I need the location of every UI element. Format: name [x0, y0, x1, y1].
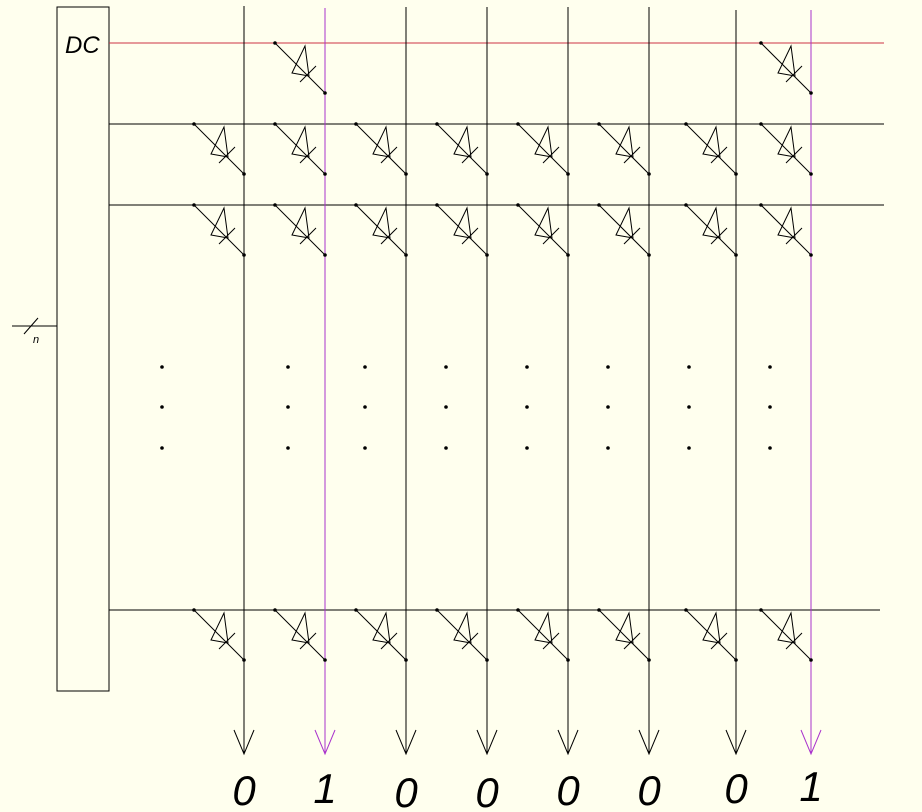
ellipsis-dot	[768, 405, 772, 409]
diode-symbol	[597, 122, 651, 176]
arrow-down-icon	[314, 729, 336, 756]
arrow-down-icon	[395, 729, 417, 756]
ellipsis-dot	[525, 446, 529, 450]
diode-symbol	[516, 122, 570, 176]
diode-symbol	[684, 203, 738, 257]
arrow-down-icon	[800, 729, 822, 756]
diode-symbol	[354, 608, 408, 662]
diode-symbol	[597, 608, 651, 662]
diode-symbol	[597, 203, 651, 257]
diode-symbol	[435, 608, 489, 662]
ellipsis-dot	[363, 446, 367, 450]
output-bit-label: 1	[799, 763, 822, 810]
ellipsis-dot	[363, 365, 367, 369]
diode-symbol	[273, 122, 327, 176]
decoder: DC n	[12, 6, 110, 692]
diode-symbol	[435, 122, 489, 176]
bit-lines	[233, 6, 822, 756]
ellipsis-dot	[768, 365, 772, 369]
diode-symbol	[273, 41, 327, 95]
ellipsis-dot	[286, 365, 290, 369]
diode-symbol	[516, 608, 570, 662]
output-bit-label: 0	[475, 769, 499, 812]
diode-symbol	[759, 203, 813, 257]
word-lines	[109, 42, 884, 611]
diode-symbol	[759, 608, 813, 662]
ellipsis-dot	[687, 365, 691, 369]
output-bit-label: 0	[394, 769, 418, 812]
diode-symbol	[759, 122, 813, 176]
diode-symbol	[192, 203, 246, 257]
output-labels: 0 1 0 0 0 0 0 1	[232, 763, 822, 812]
ellipsis-dot	[606, 405, 610, 409]
ellipsis-dot	[444, 405, 448, 409]
output-bit-label: 1	[313, 765, 336, 812]
decoder-box	[56, 6, 110, 692]
ellipsis-dot	[286, 446, 290, 450]
diode-symbol	[273, 608, 327, 662]
output-bit-label: 0	[232, 767, 256, 812]
diode-symbol	[684, 122, 738, 176]
output-bit-label: 0	[724, 765, 748, 812]
diode-symbol	[684, 608, 738, 662]
diode-symbol	[192, 122, 246, 176]
diode-symbol	[354, 203, 408, 257]
diode-symbol	[435, 203, 489, 257]
decoder-label: DC	[65, 32, 100, 59]
ellipsis-dot	[444, 365, 448, 369]
bus-width-label: n	[33, 334, 39, 346]
ellipsis-dot	[444, 446, 448, 450]
arrow-down-icon	[725, 729, 747, 756]
arrow-down-icon	[638, 729, 660, 756]
ellipsis-dot	[286, 405, 290, 409]
diode-symbol	[192, 608, 246, 662]
diode-symbol	[354, 122, 408, 176]
continuation-dots	[160, 365, 772, 450]
ellipsis-dot	[687, 405, 691, 409]
ellipsis-dot	[160, 365, 164, 369]
ellipsis-dot	[160, 446, 164, 450]
ellipsis-dot	[525, 405, 529, 409]
diodes	[192, 41, 813, 662]
ellipsis-dot	[606, 446, 610, 450]
diode-symbol	[273, 203, 327, 257]
ellipsis-dot	[160, 405, 164, 409]
output-bit-label: 0	[637, 767, 661, 812]
arrow-down-icon	[476, 729, 498, 756]
arrow-down-icon	[233, 729, 255, 756]
bus-slash	[23, 317, 39, 335]
ellipsis-dot	[363, 405, 367, 409]
output-bit-label: 0	[556, 767, 580, 812]
ellipsis-dot	[768, 446, 772, 450]
ellipsis-dot	[525, 365, 529, 369]
diode-symbol	[759, 41, 813, 95]
arrow-down-icon	[557, 729, 579, 756]
ellipsis-dot	[687, 446, 691, 450]
diode-symbol	[516, 203, 570, 257]
ellipsis-dot	[606, 365, 610, 369]
